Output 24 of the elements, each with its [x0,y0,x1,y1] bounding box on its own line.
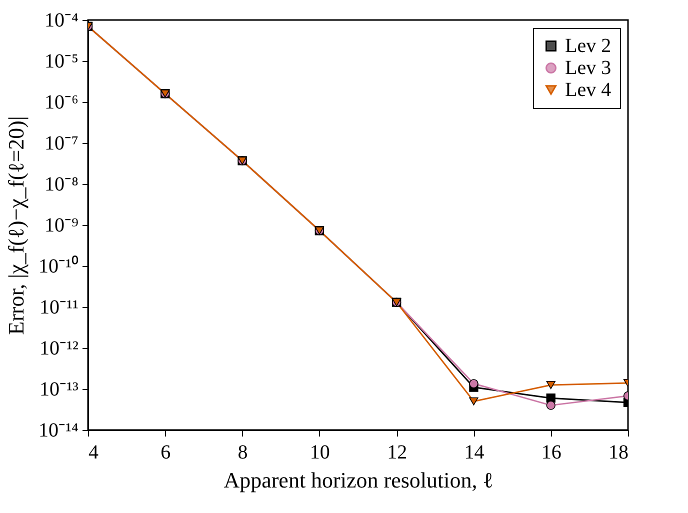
y-tick-label: 10⁻⁹ [44,214,79,236]
x-tick-label: 4 [88,442,98,464]
x-axis-title: Apparent horizon resolution, ℓ [224,468,494,492]
y-tick-label: 10⁻⁶ [44,92,79,114]
legend-label: Lev 4 [565,79,612,101]
y-tick-label: 10⁻⁸ [44,174,79,196]
x-tick-label: 16 [541,442,562,464]
y-tick-label: 10⁻⁷ [44,132,79,154]
x-tick-label: 12 [387,442,408,464]
y-axis-title: Error, |χ_f(ℓ)−χ_f(ℓ=20)| [4,116,29,335]
legend-label: Lev 2 [565,35,612,57]
y-tick-label: 10⁻¹³ [40,378,78,400]
y-tick-label: 10⁻¹⁴ [38,420,79,442]
y-tick-label: 10⁻⁴ [44,10,79,32]
x-tick-label: 18 [608,442,628,464]
x-tick-label: 10 [310,442,330,464]
x-tick-label: 14 [464,442,484,464]
y-tick-label: 10⁻¹² [40,338,78,360]
y-tick-label: 10⁻¹⁰ [38,254,78,278]
x-tick-label: 6 [160,442,171,464]
legend-label: Lev 3 [565,57,612,79]
x-tick-label: 8 [238,442,248,464]
y-tick-label: 10⁻¹¹ [40,296,78,318]
y-tick-label: 10⁻⁵ [44,50,78,72]
